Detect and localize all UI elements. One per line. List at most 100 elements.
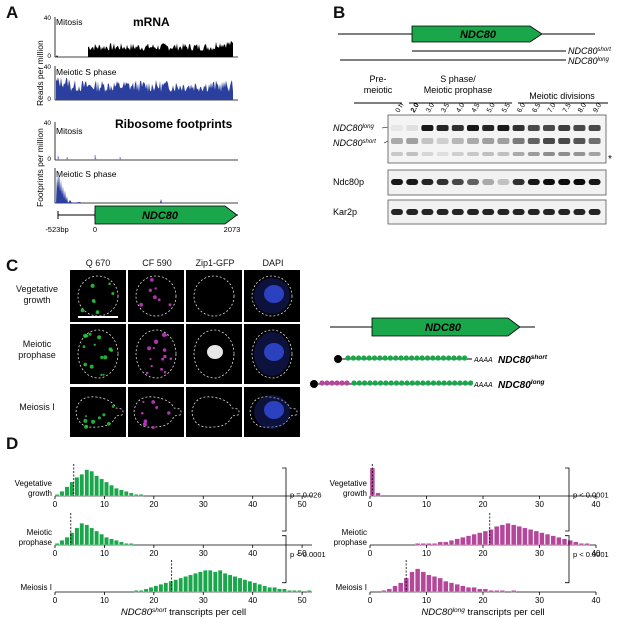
histogram-bar bbox=[561, 538, 568, 546]
mrna-ylabel: Reads per million bbox=[35, 40, 45, 106]
x-tick-label: 10 bbox=[422, 549, 431, 558]
histogram-bar bbox=[306, 590, 312, 593]
panel-c-schematic: NDC80 AAAA AAAA NDC80short NDC80long bbox=[310, 317, 548, 391]
histogram-bar bbox=[511, 524, 517, 546]
probe-dot bbox=[334, 380, 340, 386]
ndc80p-band bbox=[573, 179, 586, 185]
histogram-bar bbox=[69, 481, 75, 497]
panel-b-figure: NDC80 NDC80short NDC80long Pre-meiotic S… bbox=[333, 25, 612, 225]
northern-lower-band bbox=[512, 152, 525, 156]
mrna-mitosis-tick-top: 40 bbox=[44, 15, 52, 22]
ribo-track-meiotic-label: Meiotic S phase bbox=[56, 169, 117, 179]
histogram-bar bbox=[128, 492, 134, 497]
micrograph-cell bbox=[244, 324, 300, 384]
micrograph-cell bbox=[70, 387, 126, 437]
northern-long-band bbox=[482, 125, 495, 131]
histogram-row-label: Meiotic prophase bbox=[19, 528, 53, 547]
northern-short-band bbox=[406, 138, 419, 144]
probe-dot bbox=[356, 355, 362, 361]
timepoint-label: 5.5 bbox=[501, 102, 512, 114]
mrna-meiotic-track: 40 0 bbox=[44, 64, 238, 103]
northern-long-band bbox=[406, 125, 419, 131]
probe-dot bbox=[367, 380, 373, 386]
histogram-bar bbox=[133, 590, 139, 593]
probe-dot bbox=[362, 380, 368, 386]
probe-dot bbox=[409, 355, 415, 361]
northern-lower-band bbox=[527, 152, 540, 156]
histogram-bar bbox=[64, 537, 70, 546]
timepoint-label: 5.0 bbox=[486, 102, 497, 114]
histogram-bar bbox=[227, 574, 233, 593]
northern-long-band bbox=[527, 125, 540, 131]
probe-dot bbox=[399, 380, 405, 386]
x-tick-label: 40 bbox=[592, 500, 601, 509]
histogram-bar bbox=[188, 574, 193, 593]
histogram-bar bbox=[448, 540, 455, 546]
x-tick-label: 0 bbox=[368, 549, 373, 558]
histogram-bar bbox=[69, 532, 75, 546]
histogram-bar bbox=[54, 543, 60, 546]
row-meiosis-i: Meiosis I bbox=[19, 402, 55, 412]
probe-dot bbox=[372, 380, 378, 386]
histogram-bar bbox=[381, 590, 387, 593]
northern-long-band bbox=[573, 125, 586, 131]
probe-dot bbox=[339, 380, 345, 386]
probe-dot bbox=[404, 380, 410, 386]
histogram-bar bbox=[148, 587, 154, 593]
histogram-bar bbox=[415, 543, 421, 546]
northern-short-band bbox=[391, 138, 403, 144]
x-tick-label: 30 bbox=[199, 596, 208, 605]
histogram-bar bbox=[465, 535, 472, 546]
northern-short-band bbox=[421, 138, 434, 144]
histogram-bar bbox=[84, 469, 90, 497]
histogram-bar bbox=[74, 477, 80, 497]
timepoint-label: 3.0 bbox=[425, 102, 436, 114]
timepoint-label: 8.0 bbox=[577, 102, 588, 114]
probe-dot bbox=[383, 380, 389, 386]
timepoint-label: 6.0 bbox=[516, 102, 527, 114]
timepoint-label: 0 h bbox=[395, 102, 406, 114]
histogram-bar bbox=[168, 580, 174, 593]
probe-dot bbox=[452, 380, 458, 386]
histogram-bar bbox=[544, 533, 551, 546]
panel-a-gene-arrow bbox=[94, 205, 238, 225]
p-value: p < 0.0001 bbox=[290, 550, 326, 559]
p-value: p = 0.026 bbox=[290, 491, 322, 500]
row-vegetative: Vegetative growth bbox=[15, 284, 59, 305]
histogram-bar bbox=[465, 587, 472, 593]
histogram-bar bbox=[104, 537, 109, 546]
panel-a-gene-model: NDC80 -523bp 0 2073 bbox=[45, 205, 240, 234]
probe-dot bbox=[424, 355, 431, 361]
probe-dot bbox=[388, 380, 394, 386]
kar2p-band bbox=[482, 209, 495, 215]
timepoint-label: 2.0 bbox=[410, 102, 421, 114]
stage-premeiotic-label: Pre-meiotic bbox=[364, 74, 393, 95]
northern-short-band bbox=[588, 138, 601, 144]
x-tick-label: 10 bbox=[422, 500, 431, 509]
northern-short-band bbox=[451, 138, 464, 144]
northern-short-band bbox=[512, 138, 525, 144]
histogram-row-label: Meiosis I bbox=[20, 583, 52, 592]
panel-b-gene-label: NDC80 bbox=[460, 29, 497, 41]
histogram-bar bbox=[143, 588, 149, 593]
short-isoform-label: NDC80short bbox=[568, 46, 611, 56]
histogram-row-label: Vegetative growth bbox=[330, 479, 368, 498]
histogram-bar bbox=[375, 492, 381, 497]
blot-long-label: NDC80long bbox=[333, 123, 375, 133]
panel-label-a: A bbox=[6, 3, 19, 22]
timepoint-label: 9.0 bbox=[592, 102, 603, 114]
panel-a-figure: mRNA Ribosome footprints Reads per milli… bbox=[35, 15, 240, 234]
histogram-bar bbox=[252, 582, 258, 593]
probe-dot bbox=[435, 355, 441, 361]
ribo-meiotic-track bbox=[54, 168, 238, 204]
x-tick-label: 30 bbox=[199, 549, 208, 558]
col-q670: Q 670 bbox=[85, 258, 111, 268]
histogram-bar bbox=[550, 535, 556, 546]
probe-dot bbox=[441, 380, 447, 386]
histogram-bar bbox=[198, 571, 203, 593]
histogram-bar bbox=[277, 588, 282, 593]
histogram-row-label: Meiotic prophase bbox=[334, 528, 368, 547]
x-tick-label: 0 bbox=[368, 500, 373, 509]
northern-short-band bbox=[558, 138, 571, 144]
histogram-bar bbox=[482, 530, 488, 546]
